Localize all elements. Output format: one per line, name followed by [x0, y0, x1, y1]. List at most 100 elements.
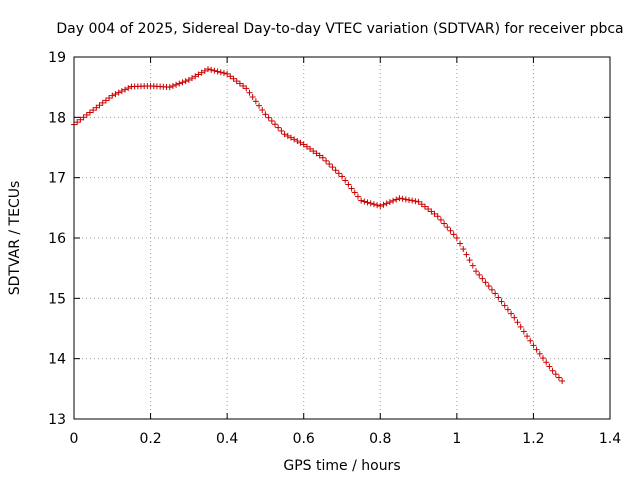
data-point: [377, 203, 384, 210]
data-point: [351, 189, 358, 196]
data-point: [323, 157, 330, 164]
data-point: [540, 355, 546, 362]
data-point: [74, 119, 81, 126]
data-point: [118, 88, 125, 95]
data-point: [256, 102, 263, 109]
x-axis-label: GPS time / hours: [283, 458, 400, 474]
data-point: [316, 152, 323, 159]
data-point: [339, 173, 345, 180]
data-point: [112, 91, 119, 98]
data-point: [189, 75, 196, 82]
data-point: [198, 69, 205, 76]
x-axis-tick-labels: 0 0.2 0.4 0.6 0.8 1 1.2 1.4: [70, 431, 622, 447]
data-point: [243, 85, 250, 92]
data-point: [259, 106, 266, 113]
data-point: [96, 102, 103, 109]
data-point: [517, 323, 524, 330]
data-point: [533, 346, 540, 353]
data-point: [559, 377, 566, 384]
data-point: [466, 257, 473, 264]
data-point: [300, 141, 307, 148]
y-tick-label: 15: [48, 291, 66, 307]
data-series: [71, 66, 566, 384]
data-point: [390, 197, 397, 204]
data-point: [93, 104, 100, 111]
data-point: [495, 294, 502, 301]
data-point: [272, 121, 278, 128]
y-axis-label: SDTVAR / TECUs: [7, 181, 23, 296]
data-point: [409, 197, 416, 204]
data-point: [335, 170, 342, 177]
y-tick-label: 19: [48, 50, 66, 66]
data-point: [115, 89, 122, 96]
data-point: [399, 195, 406, 202]
data-point: [176, 80, 183, 87]
data-point: [549, 367, 556, 374]
data-point: [319, 154, 326, 161]
y-tick-label: 14: [48, 352, 66, 368]
data-point: [527, 337, 534, 344]
data-point: [195, 71, 202, 78]
chart-title: Day 004 of 2025, Sidereal Day-to-day VTE…: [56, 21, 623, 37]
data-point: [473, 268, 479, 275]
data-point: [421, 203, 428, 210]
data-point: [201, 67, 208, 74]
data-point: [444, 224, 451, 231]
data-point: [370, 201, 377, 208]
data-point: [83, 111, 90, 118]
data-point: [348, 185, 355, 192]
data-point: [109, 92, 116, 99]
x-tick-label: 1: [452, 431, 461, 447]
data-point: [485, 283, 492, 290]
data-point: [214, 68, 221, 75]
y-tick-label: 17: [48, 171, 66, 187]
data-point: [102, 97, 109, 104]
data-point: [393, 196, 400, 203]
data-point: [275, 124, 282, 131]
x-tick-label: 1.2: [522, 431, 544, 447]
x-tick-label: 0: [70, 431, 79, 447]
data-point: [524, 333, 531, 340]
data-point: [86, 109, 93, 116]
data-point: [224, 70, 231, 77]
data-point: [217, 69, 224, 76]
data-point: [208, 66, 215, 73]
data-point: [287, 134, 294, 141]
data-point: [90, 107, 97, 114]
y-tick-label: 13: [48, 412, 66, 428]
data-point: [383, 200, 390, 207]
data-point: [326, 160, 333, 167]
data-point: [374, 202, 381, 209]
y-tick-label: 18: [48, 110, 66, 126]
data-point: [179, 79, 186, 86]
data-point: [552, 371, 559, 378]
data-point: [192, 73, 199, 80]
data-point: [514, 319, 521, 326]
data-point: [453, 235, 460, 241]
data-point: [246, 89, 253, 96]
data-point: [364, 199, 371, 206]
data-point: [310, 148, 317, 155]
x-tick-label: 1.4: [599, 431, 621, 447]
y-axis-tick-labels: 13 14 15 16 17 18 19: [48, 50, 66, 428]
data-point: [77, 116, 84, 123]
data-point: [236, 80, 243, 87]
data-point: [543, 359, 550, 366]
data-point: [358, 197, 365, 204]
data-point: [342, 177, 349, 184]
data-point: [230, 75, 237, 82]
data-point: [402, 196, 409, 203]
data-point: [412, 198, 419, 205]
data-point: [284, 132, 291, 139]
data-point: [99, 99, 106, 106]
data-point: [488, 286, 495, 293]
data-point: [240, 82, 247, 89]
data-point: [428, 208, 435, 215]
data-point: [354, 193, 361, 200]
data-point: [185, 76, 192, 83]
data-point: [457, 240, 464, 247]
data-point: [227, 73, 234, 80]
axis-ticks: [73, 56, 611, 420]
data-point: [380, 201, 387, 208]
data-point: [425, 206, 432, 213]
